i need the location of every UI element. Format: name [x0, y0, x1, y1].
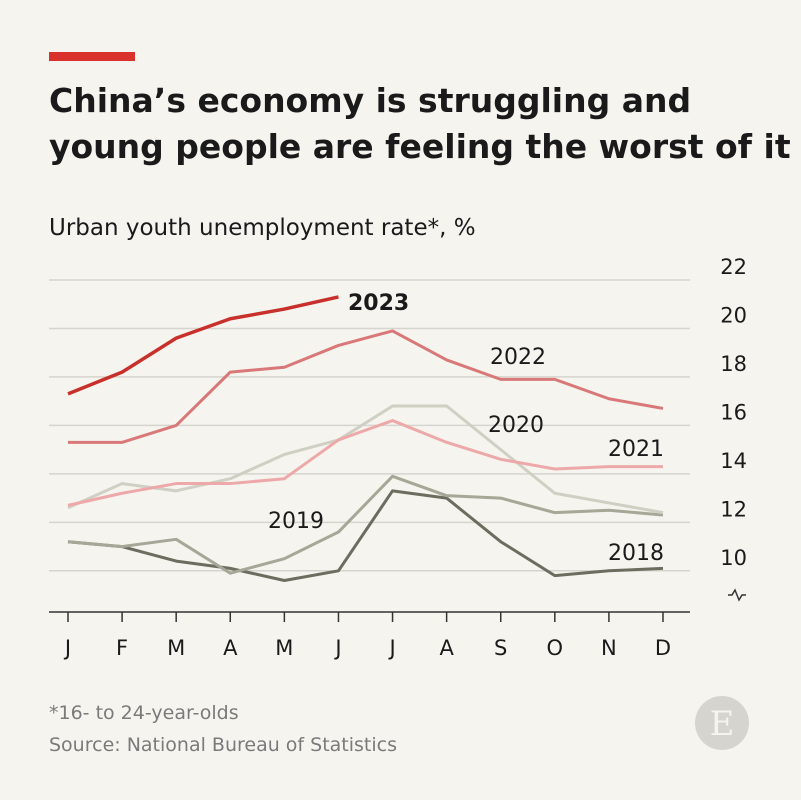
x-tick-label: A — [439, 636, 454, 660]
y-tick-label: 18 — [720, 352, 747, 376]
axis-break — [728, 588, 746, 602]
x-tick-label: F — [116, 636, 128, 660]
x-tick-label: D — [655, 636, 671, 660]
x-tick-label: O — [547, 636, 564, 660]
y-tick-label: 10 — [720, 546, 747, 570]
y-tick-label: 20 — [720, 303, 747, 327]
logo-circle — [695, 696, 749, 750]
series-line — [67, 404, 664, 515]
x-tick-label: J — [333, 636, 341, 660]
series-line — [68, 329, 664, 444]
x-tick-label: A — [223, 636, 238, 660]
series-line — [67, 419, 663, 507]
x-tick-label: S — [494, 636, 507, 660]
x-tick-label: N — [601, 636, 617, 660]
series-label: 2023 — [348, 291, 409, 316]
series-label: 2019 — [268, 509, 324, 534]
y-tick-label: 12 — [720, 497, 747, 521]
series-label: 2020 — [488, 413, 544, 438]
accent-bar — [49, 52, 135, 61]
series-line — [67, 474, 664, 575]
x-tick-label: J — [387, 636, 395, 660]
series-label: 2021 — [608, 437, 664, 462]
x-tick-label: J — [63, 636, 71, 660]
x-tick-label: M — [167, 636, 185, 660]
subtitle: Urban youth unemployment rate*, % — [49, 215, 476, 241]
series-label: 2022 — [490, 345, 546, 370]
source: Source: National Bureau of Statistics — [49, 734, 397, 756]
x-tick-label: M — [275, 636, 293, 660]
y-tick-label: 16 — [720, 400, 747, 424]
series-line — [67, 295, 339, 396]
y-tick-label: 22 — [720, 255, 747, 279]
footnote: *16- to 24-year-olds — [49, 702, 239, 724]
y-tick-label: 14 — [720, 449, 747, 473]
chart-title: China’s economy is struggling and young p… — [49, 81, 791, 166]
logo: E — [710, 704, 735, 744]
series-label: 2018 — [608, 541, 664, 566]
series-line — [67, 489, 664, 582]
